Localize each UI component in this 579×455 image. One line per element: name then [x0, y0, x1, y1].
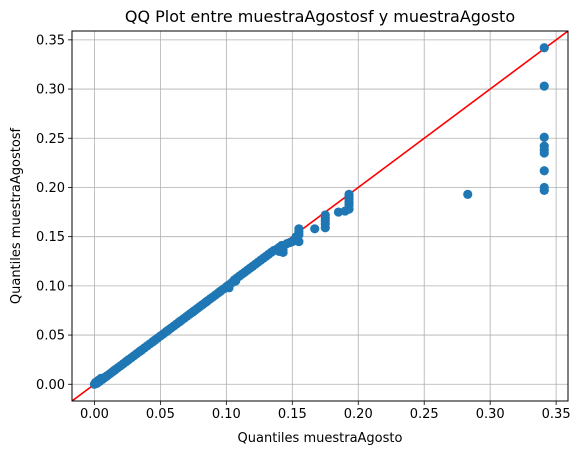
data-point [294, 236, 304, 247]
data-point [215, 287, 225, 297]
grid-lines [72, 31, 568, 401]
data-point [122, 356, 133, 366]
y-axis-label: Quantiles muestraAgostosf [9, 127, 24, 304]
plot-frame [71, 30, 569, 402]
data-point [344, 189, 354, 199]
x-tick-label: 0.35 [542, 407, 571, 422]
y-tick-label: 0.00 [36, 378, 65, 393]
x-tick-label: 0.25 [410, 407, 439, 422]
y-tick-label: 0.30 [36, 83, 65, 98]
y-tick-label: 0.20 [36, 181, 65, 196]
data-point [310, 224, 320, 234]
chart-title: QQ Plot entre muestraAgostosf y muestraA… [125, 7, 515, 26]
data-point [463, 189, 473, 199]
data-point [188, 306, 198, 317]
data-point [149, 336, 159, 346]
data-point [539, 182, 549, 193]
x-tick-label: 0.05 [146, 407, 175, 422]
x-tick-label: 0.10 [212, 407, 241, 422]
y-tick-label: 0.25 [36, 132, 65, 147]
data-point [201, 297, 212, 307]
data-point [175, 316, 185, 326]
data-point [230, 276, 241, 286]
axis-ticks: 0.00 0.05 0.10 0.15 0.20 0.25 0.30 0.35 0.00 0.05… [36, 33, 571, 422]
data-point [539, 43, 549, 53]
x-axis-label: Quantiles muestraAgosto [238, 431, 403, 446]
y-tick-label: 0.10 [36, 279, 65, 294]
data-point [539, 166, 549, 176]
data-point [135, 346, 146, 356]
x-tick-label: 0.20 [344, 407, 373, 422]
data-point [101, 371, 111, 381]
x-tick-label: 0.30 [476, 407, 505, 422]
data-points-group [89, 43, 549, 389]
data-point [539, 132, 549, 142]
x-tick-label: 0.00 [80, 407, 109, 422]
x-tick-label: 0.15 [278, 407, 307, 422]
data-point [162, 326, 172, 336]
data-point [539, 141, 549, 151]
data-point [223, 281, 233, 291]
y-tick-label: 0.05 [36, 329, 65, 344]
data-point [539, 81, 549, 91]
y-tick-label: 0.15 [36, 230, 65, 245]
data-point [109, 365, 119, 376]
data-point [320, 210, 330, 220]
data-point [294, 224, 304, 234]
y-tick-label: 0.35 [36, 33, 65, 48]
